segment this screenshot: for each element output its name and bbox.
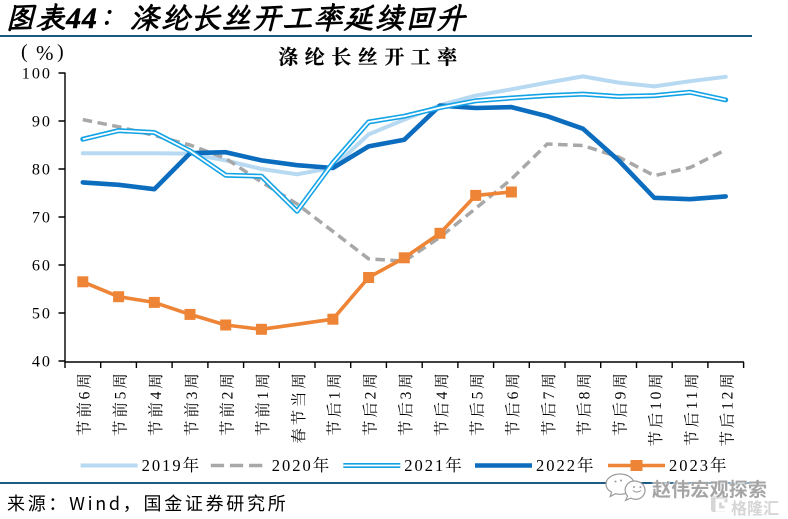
svg-text:节前4周: 节前4周 bbox=[147, 371, 165, 436]
svg-text:2019年: 2019年 bbox=[142, 455, 202, 475]
svg-text:节后11周: 节后11周 bbox=[683, 371, 701, 446]
svg-text:100: 100 bbox=[22, 65, 52, 83]
svg-text:50: 50 bbox=[32, 305, 52, 323]
svg-text:80: 80 bbox=[32, 161, 52, 179]
svg-text:节前6周: 节前6周 bbox=[76, 371, 94, 436]
svg-text:节后2周: 节后2周 bbox=[361, 371, 379, 436]
svg-text:60: 60 bbox=[32, 257, 52, 275]
svg-text:节后6周: 节后6周 bbox=[504, 371, 522, 436]
svg-text:40: 40 bbox=[32, 353, 52, 371]
svg-text:节后4周: 节后4周 bbox=[433, 371, 451, 436]
svg-text:节前5周: 节前5周 bbox=[111, 371, 129, 436]
svg-text:节后9周: 节后9周 bbox=[611, 371, 629, 436]
svg-text:节后3周: 节后3周 bbox=[397, 371, 415, 436]
svg-text:节后8周: 节后8周 bbox=[576, 371, 594, 436]
svg-text:节前2周: 节前2周 bbox=[219, 371, 237, 436]
svg-text:70: 70 bbox=[32, 209, 52, 227]
svg-text:2020年: 2020年 bbox=[272, 455, 332, 475]
svg-text:2021年: 2021年 bbox=[404, 455, 464, 475]
svg-text:节后7周: 节后7周 bbox=[540, 371, 558, 436]
svg-text:节后12周: 节后12周 bbox=[719, 371, 737, 447]
svg-text:节后1周: 节后1周 bbox=[326, 371, 344, 436]
svg-text:2022年: 2022年 bbox=[536, 455, 596, 475]
svg-text:90: 90 bbox=[32, 113, 52, 131]
svg-text:节前3周: 节前3周 bbox=[183, 371, 201, 436]
svg-text:春节当周: 春节当周 bbox=[290, 371, 308, 444]
svg-text:节后5周: 节后5周 bbox=[469, 371, 487, 436]
svg-text:2023年: 2023年 bbox=[669, 455, 729, 475]
svg-text:节后10周: 节后10周 bbox=[647, 371, 665, 447]
svg-text:节前1周: 节前1周 bbox=[254, 371, 272, 436]
